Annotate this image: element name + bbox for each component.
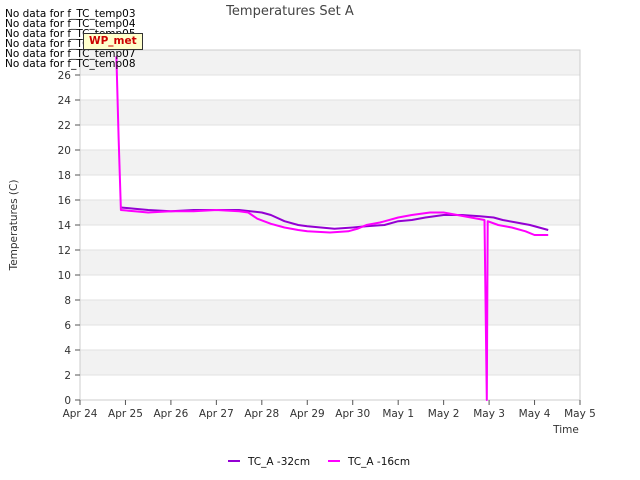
x-tick-label: May 1 — [382, 408, 414, 420]
x-tick-label: May 2 — [428, 408, 460, 420]
y-tick-label: 16 — [58, 195, 72, 207]
no-data-message: No data for f_TC_temp05 — [5, 28, 136, 40]
station-badge-label: WP_met — [89, 35, 137, 47]
y-tick-label: 20 — [58, 145, 71, 157]
grid-band — [80, 250, 580, 275]
no-data-message: No data for f_TC_temp06 — [5, 38, 136, 50]
x-tick-label: Apr 27 — [199, 408, 234, 420]
no-data-message: No data for f_TC_temp07 — [5, 48, 136, 60]
x-tick-label: Apr 24 — [63, 408, 98, 420]
y-tick-label: 26 — [58, 70, 72, 82]
x-tick-label: Apr 25 — [108, 408, 143, 420]
x-tick-label: Apr 30 — [335, 408, 370, 420]
x-axis-label: Time — [552, 424, 579, 436]
no-data-message: No data for f_TC_temp08 — [5, 58, 136, 70]
x-tick-label: Apr 28 — [244, 408, 279, 420]
grid-band — [80, 350, 580, 375]
y-tick-label: 10 — [58, 270, 71, 282]
x-tick-label: May 5 — [564, 408, 596, 420]
grid-band — [80, 50, 580, 75]
grid-band — [80, 100, 580, 125]
x-tick-label: Apr 26 — [153, 408, 188, 420]
y-tick-label: 14 — [58, 220, 72, 232]
y-axis-label: Temperatures (C) — [8, 180, 20, 272]
legend-label: TC_A -32cm — [247, 456, 310, 468]
x-axis-ticks: Apr 24 Apr 25 Apr 26 Apr 27 Apr 28 Apr 29 Apr … — [63, 400, 596, 420]
station-badge: WP_met — [83, 33, 143, 50]
grid-bands — [80, 50, 580, 401]
no-data-message: No data for f_TC_temp04 — [5, 18, 136, 30]
no-data-message: No data for f_TC_temp03 — [5, 8, 136, 20]
legend: TC_A -32cm TC_A -16cm — [228, 456, 410, 468]
x-tick-label: May 4 — [519, 408, 551, 420]
y-tick-label: 0 — [64, 395, 71, 407]
y-tick-label: 12 — [58, 245, 71, 257]
y-tick-label: 24 — [58, 95, 72, 107]
y-tick-label: 2 — [64, 370, 71, 382]
legend-label: TC_A -16cm — [347, 456, 410, 468]
y-tick-label: 4 — [64, 345, 71, 357]
grid-band — [80, 300, 580, 325]
x-tick-label: May 3 — [473, 408, 505, 420]
y-tick-label: 18 — [58, 170, 71, 182]
y-tick-label: 22 — [58, 120, 71, 132]
y-tick-label: 6 — [64, 320, 71, 332]
y-tick-label: 8 — [64, 295, 71, 307]
series-line-2 — [115, 56, 549, 401]
grid-band — [80, 150, 580, 175]
data-series — [115, 56, 549, 401]
x-tick-label: Apr 29 — [290, 408, 325, 420]
chart-title: Temperatures Set A — [225, 4, 354, 19]
